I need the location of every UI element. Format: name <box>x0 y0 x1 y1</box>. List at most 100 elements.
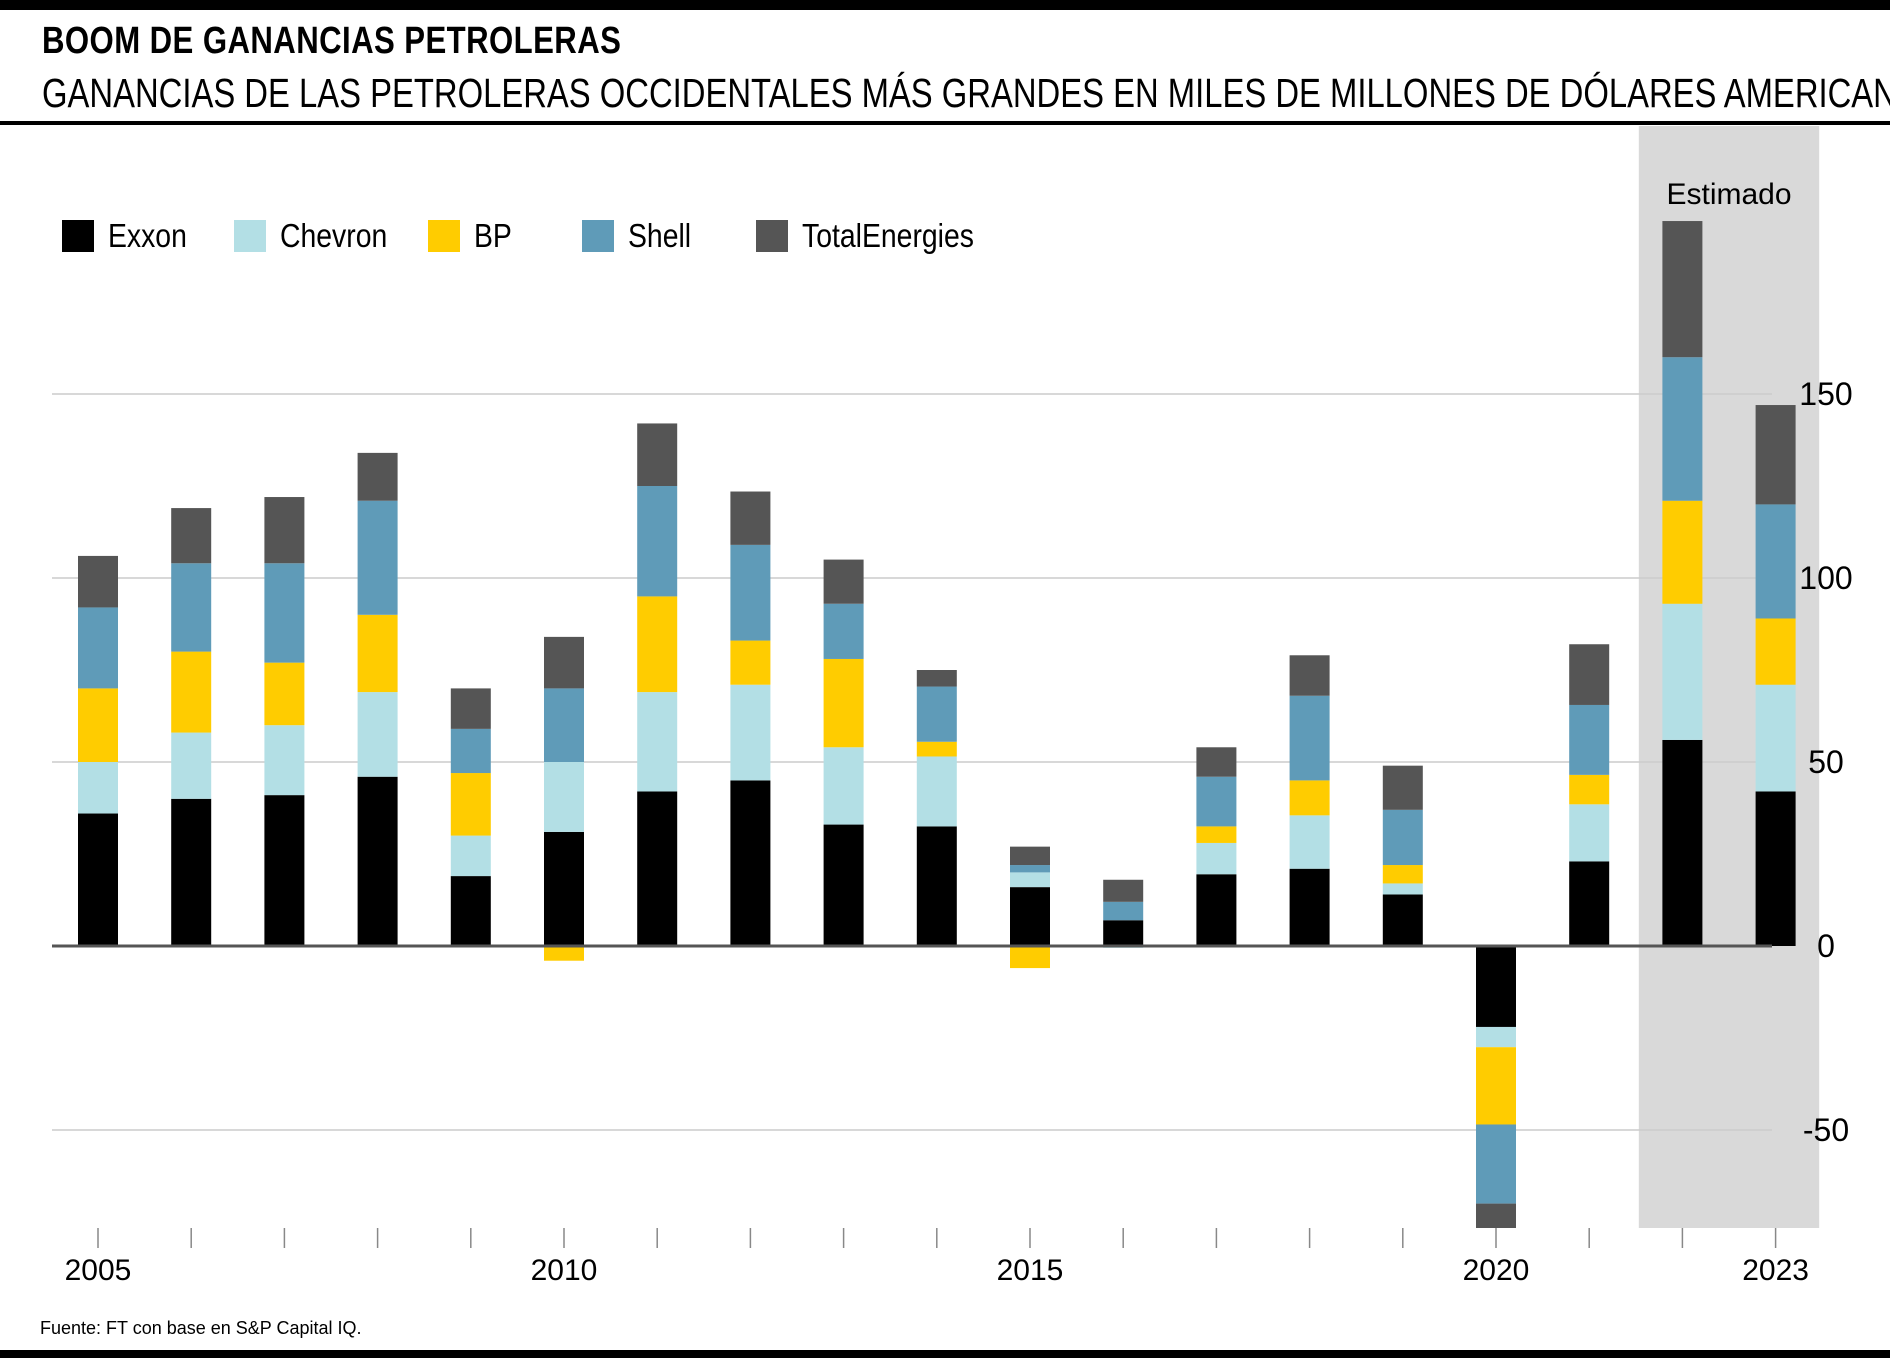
bar-exxon-2023 <box>1755 791 1796 946</box>
legend-swatch <box>756 220 788 252</box>
bar-chevron-2005 <box>78 762 118 814</box>
bar-exxon-2010 <box>544 831 584 946</box>
chart-title: BOOM DE GANANCIAS PETROLERAS <box>42 20 622 62</box>
bar-exxon-2022 <box>1662 739 1703 946</box>
bar-totalenergies-2016 <box>1103 879 1144 902</box>
bar-chevron-2012 <box>730 684 771 781</box>
bar-shell-2022 <box>1662 357 1703 501</box>
bar-totalenergies-2005 <box>78 555 118 608</box>
y-tick-label: 50 <box>1808 744 1844 780</box>
bar-chevron-2020 <box>1476 1026 1516 1048</box>
bar-bp-2009 <box>450 773 491 836</box>
bar-totalenergies-2017 <box>1196 747 1237 777</box>
x-tick-label: 2020 <box>1463 1254 1530 1287</box>
legend-swatch <box>428 220 460 252</box>
bar-totalenergies-2007 <box>264 497 305 564</box>
bar-chevron-2008 <box>357 692 398 777</box>
bar-shell-2019 <box>1382 809 1423 866</box>
legend-swatch <box>234 220 266 252</box>
legend-label: BP <box>474 217 512 254</box>
bar-exxon-2012 <box>730 780 771 946</box>
bar-shell-2012 <box>730 544 771 641</box>
legend-item-shell: Shell <box>582 217 701 254</box>
estimate-label: Estimado <box>1666 178 1791 211</box>
bar-shell-2016 <box>1103 901 1144 921</box>
source-note: Fuente: FT con base en S&P Capital IQ. <box>40 1318 362 1338</box>
bar-bp-2019 <box>1382 865 1423 884</box>
bar-shell-2021 <box>1569 704 1610 775</box>
bar-chevron-2011 <box>637 692 678 792</box>
bar-shell-2006 <box>171 563 212 652</box>
legend-label: Exxon <box>108 217 187 254</box>
bar-chevron-2021 <box>1569 804 1610 862</box>
bar-shell-2005 <box>78 607 118 689</box>
bar-bp-2022 <box>1662 500 1703 604</box>
bar-bp-2007 <box>264 662 305 726</box>
bar-exxon-2021 <box>1569 861 1610 946</box>
bar-bp-2013 <box>823 658 864 748</box>
bar-totalenergies-2015 <box>1010 846 1050 866</box>
bar-totalenergies-2021 <box>1569 644 1610 705</box>
bar-shell-2008 <box>357 500 398 615</box>
bar-bp-2014 <box>916 741 957 757</box>
legend-item-bp: BP <box>428 217 518 254</box>
x-tick-label: 2023 <box>1742 1254 1809 1287</box>
bar-chevron-2013 <box>823 747 864 825</box>
x-tick-label: 2010 <box>531 1254 598 1287</box>
bar-chevron-2018 <box>1289 815 1330 869</box>
bar-totalenergies-2020 <box>1476 1203 1516 1228</box>
bar-chevron-2007 <box>264 725 305 796</box>
bar-totalenergies-2012 <box>730 491 771 545</box>
bar-exxon-2009 <box>450 876 491 946</box>
legend-swatch <box>62 220 94 252</box>
bar-totalenergies-2011 <box>637 423 678 486</box>
bar-bp-2005 <box>78 688 118 762</box>
bar-totalenergies-2023 <box>1755 405 1796 505</box>
bar-exxon-2014 <box>916 826 957 946</box>
bar-chevron-2015 <box>1010 872 1050 888</box>
bar-chevron-2023 <box>1755 684 1796 792</box>
bar-totalenergies-2019 <box>1382 765 1423 810</box>
bar-bp-2023 <box>1755 618 1796 685</box>
bar-exxon-2019 <box>1382 894 1423 946</box>
bar-chevron-2014 <box>916 756 957 827</box>
bar-shell-2013 <box>823 603 864 659</box>
bar-chevron-2010 <box>544 762 584 832</box>
y-tick-label: -50 <box>1803 1112 1849 1148</box>
bar-bp-2011 <box>637 596 678 693</box>
bar-shell-2017 <box>1196 776 1237 827</box>
bar-totalenergies-2010 <box>544 636 584 689</box>
legend-label: Shell <box>628 217 692 254</box>
bar-totalenergies-2009 <box>450 688 491 729</box>
bar-shell-2020 <box>1476 1124 1516 1204</box>
y-tick-label: 0 <box>1817 928 1835 964</box>
bar-bp-2017 <box>1196 826 1237 843</box>
bar-shell-2009 <box>450 728 491 774</box>
bar-totalenergies-2013 <box>823 559 864 604</box>
bar-bp-2012 <box>730 640 771 685</box>
legend-swatch <box>582 220 614 252</box>
chart-subtitle: GANANCIAS DE LAS PETROLERAS OCCIDENTALES… <box>42 70 1890 116</box>
bar-shell-2007 <box>264 563 305 663</box>
bar-exxon-2005 <box>78 813 118 946</box>
bar-shell-2010 <box>544 688 584 762</box>
bar-shell-2014 <box>916 686 957 742</box>
bar-chevron-2017 <box>1196 842 1237 875</box>
x-tick-label: 2015 <box>997 1254 1064 1287</box>
bar-bp-2010 <box>544 946 584 961</box>
bottom-rule <box>0 1350 1890 1358</box>
bar-chevron-2009 <box>450 835 491 877</box>
bar-bp-2020 <box>1476 1047 1516 1125</box>
legend-label: TotalEnergies <box>802 217 974 254</box>
bar-chevron-2019 <box>1382 883 1423 895</box>
bar-shell-2011 <box>637 486 678 597</box>
bar-bp-2006 <box>171 651 212 733</box>
legend-item-exxon: Exxon <box>62 217 200 254</box>
top-rule <box>0 0 1890 10</box>
legend-item-chevron: Chevron <box>234 217 405 254</box>
y-tick-label: 150 <box>1799 376 1852 412</box>
bar-exxon-2016 <box>1103 920 1144 946</box>
bar-totalenergies-2008 <box>357 452 398 501</box>
bar-bp-2021 <box>1569 774 1610 805</box>
